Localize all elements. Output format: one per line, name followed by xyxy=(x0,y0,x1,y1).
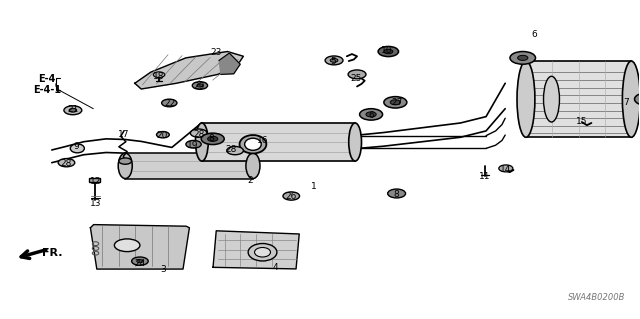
Ellipse shape xyxy=(70,144,84,153)
Ellipse shape xyxy=(248,243,277,261)
Circle shape xyxy=(227,146,243,155)
Circle shape xyxy=(325,56,343,65)
Text: SWA4B0200B: SWA4B0200B xyxy=(568,293,625,302)
Text: 18: 18 xyxy=(154,72,165,81)
Text: 10: 10 xyxy=(381,46,393,56)
Text: 6: 6 xyxy=(531,30,537,39)
Text: 26: 26 xyxy=(285,192,296,202)
Bar xyxy=(526,61,631,137)
Circle shape xyxy=(69,108,77,112)
Circle shape xyxy=(360,109,383,120)
Polygon shape xyxy=(90,225,189,269)
Circle shape xyxy=(196,84,203,87)
Text: 28: 28 xyxy=(225,145,236,154)
Polygon shape xyxy=(213,231,300,269)
Text: 27: 27 xyxy=(391,98,403,107)
Circle shape xyxy=(157,131,170,138)
Circle shape xyxy=(137,260,143,263)
Text: 22: 22 xyxy=(164,100,175,108)
Text: 12: 12 xyxy=(90,177,101,186)
Ellipse shape xyxy=(246,153,260,179)
Text: 21: 21 xyxy=(67,105,79,114)
Text: 8: 8 xyxy=(394,190,399,199)
Circle shape xyxy=(132,257,148,265)
Text: 8: 8 xyxy=(209,134,214,143)
Circle shape xyxy=(201,133,224,145)
Circle shape xyxy=(634,93,640,106)
Ellipse shape xyxy=(118,153,132,179)
Text: 28: 28 xyxy=(61,159,72,168)
Text: 9: 9 xyxy=(73,142,79,151)
Circle shape xyxy=(283,192,300,200)
Circle shape xyxy=(186,140,201,148)
Text: FR.: FR. xyxy=(42,248,63,257)
Text: 3: 3 xyxy=(161,264,166,274)
Text: 20: 20 xyxy=(157,131,168,140)
Text: 2: 2 xyxy=(247,176,253,185)
Ellipse shape xyxy=(622,61,640,137)
Circle shape xyxy=(384,49,393,54)
Text: 14: 14 xyxy=(499,165,511,174)
Ellipse shape xyxy=(195,123,208,161)
Circle shape xyxy=(390,100,401,105)
Text: 5: 5 xyxy=(330,56,335,65)
Circle shape xyxy=(154,72,165,78)
Circle shape xyxy=(115,239,140,252)
Circle shape xyxy=(207,136,218,141)
Text: 1: 1 xyxy=(311,182,317,191)
Circle shape xyxy=(499,165,513,172)
Circle shape xyxy=(162,99,177,107)
Text: 13: 13 xyxy=(90,199,101,208)
Text: E-4-1: E-4-1 xyxy=(33,85,61,95)
Text: 4: 4 xyxy=(273,263,278,272)
Text: 17: 17 xyxy=(118,130,130,138)
Circle shape xyxy=(366,112,376,117)
Circle shape xyxy=(119,158,132,164)
Text: 6: 6 xyxy=(368,111,374,120)
Circle shape xyxy=(378,47,399,56)
Circle shape xyxy=(510,51,536,64)
Polygon shape xyxy=(219,53,240,74)
Polygon shape xyxy=(135,51,243,89)
Circle shape xyxy=(384,97,407,108)
Ellipse shape xyxy=(349,123,362,161)
Text: 24: 24 xyxy=(134,259,145,268)
Ellipse shape xyxy=(543,76,559,122)
Circle shape xyxy=(388,189,406,198)
Text: 16: 16 xyxy=(257,136,268,145)
Circle shape xyxy=(192,82,207,89)
Ellipse shape xyxy=(239,135,266,153)
Text: 28: 28 xyxy=(193,130,204,138)
Circle shape xyxy=(190,129,207,137)
Ellipse shape xyxy=(244,138,261,150)
Circle shape xyxy=(330,58,338,62)
Circle shape xyxy=(348,70,366,79)
Text: 11: 11 xyxy=(479,172,490,181)
Circle shape xyxy=(518,55,528,60)
Text: 29: 29 xyxy=(193,82,204,91)
Text: 19: 19 xyxy=(186,141,198,150)
Bar xyxy=(202,123,355,161)
Bar xyxy=(125,153,253,179)
Text: E-4: E-4 xyxy=(38,73,55,84)
Bar xyxy=(89,178,100,182)
Text: 7: 7 xyxy=(623,98,629,107)
Text: 15: 15 xyxy=(576,117,588,126)
Ellipse shape xyxy=(255,248,271,257)
Ellipse shape xyxy=(517,61,535,137)
Text: 23: 23 xyxy=(211,48,222,57)
Text: 25: 25 xyxy=(350,74,362,83)
Circle shape xyxy=(58,159,75,167)
Circle shape xyxy=(64,106,82,115)
